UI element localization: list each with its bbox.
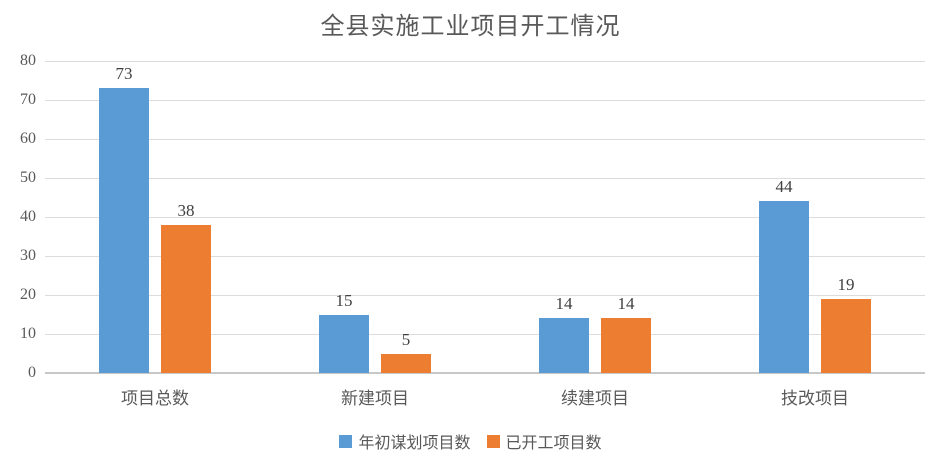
bar-value-label: 44 [775, 177, 793, 197]
planned-projects-bar [759, 201, 809, 373]
legend: 年初谋划项目数 已开工项目数 [0, 429, 941, 453]
category-label: 项目总数 [121, 389, 189, 408]
category-label: 新建项目 [341, 389, 409, 408]
legend-swatch [339, 434, 353, 448]
planned-projects-bar [99, 88, 149, 373]
planned-projects-bar [539, 318, 589, 373]
started-projects-bar [161, 224, 211, 373]
started-projects-bar [381, 353, 431, 373]
legend-item-started-projects: 已开工项目数 [486, 429, 602, 453]
legend-label: 已开工项目数 [505, 435, 602, 452]
y-axis-tick-label: 50 [20, 169, 36, 186]
y-axis-tick-label: 40 [20, 208, 36, 225]
y-gridline [45, 60, 925, 62]
x-axis-line [45, 372, 925, 374]
planned-projects-bar [319, 314, 369, 373]
y-gridline [45, 99, 925, 101]
y-axis-tick-label: 10 [20, 325, 36, 342]
y-axis-tick-label: 0 [28, 364, 36, 381]
y-gridline [45, 333, 925, 335]
y-gridline [45, 138, 925, 140]
chart-title: 全县实施工业项目开工情况 [320, 14, 621, 40]
y-gridline [45, 294, 925, 296]
y-gridline [45, 255, 925, 257]
started-projects-bar [601, 318, 651, 373]
started-projects-bar [821, 298, 871, 373]
bar-value-label: 73 [115, 64, 133, 84]
bar-value-label: 38 [177, 200, 195, 220]
legend-item-planned-projects: 年初谋划项目数 [339, 429, 471, 453]
y-axis-tick-label: 60 [20, 130, 36, 147]
y-axis-tick-label: 80 [20, 52, 36, 69]
y-gridline [45, 216, 925, 218]
bar-value-label: 14 [555, 294, 573, 314]
legend-swatch [486, 434, 500, 448]
bar-value-label: 14 [617, 294, 635, 314]
y-axis-tick-label: 30 [20, 247, 36, 264]
bar-value-label: 19 [837, 274, 855, 294]
legend-label: 年初谋划项目数 [358, 435, 471, 452]
category-label: 技改项目 [781, 389, 849, 408]
y-gridline [45, 177, 925, 179]
category-label: 续建项目 [561, 389, 629, 408]
bar-value-label: 5 [401, 329, 411, 349]
y-axis-tick-label: 70 [20, 91, 36, 108]
y-axis-tick-label: 20 [20, 286, 36, 303]
bar-value-label: 15 [335, 290, 353, 310]
